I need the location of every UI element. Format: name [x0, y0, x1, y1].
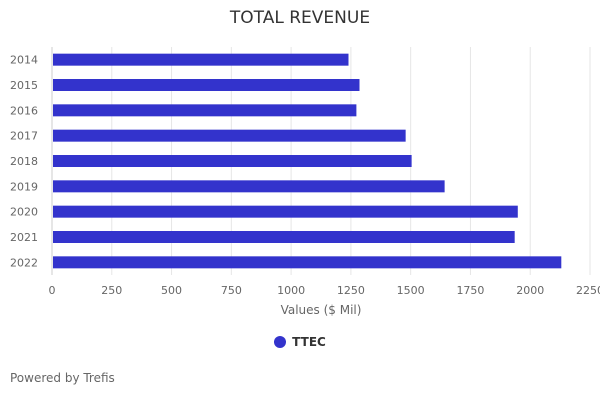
y-tick-label: 2017	[10, 130, 38, 143]
y-tick-label: 2021	[10, 231, 38, 244]
y-tick-label: 2020	[10, 206, 38, 219]
bar-2021	[53, 231, 515, 243]
x-tick-label: 0	[49, 284, 56, 297]
powered-by-credit[interactable]: Powered by Trefis	[10, 371, 115, 385]
bar-2016	[53, 104, 357, 117]
bar-2015	[53, 79, 360, 91]
x-tick-label: 500	[161, 284, 182, 297]
bar-2020	[53, 205, 518, 218]
y-tick-label: 2015	[10, 79, 38, 92]
x-axis-title: Values ($ Mil)	[281, 303, 362, 317]
x-tick-label: 2000	[516, 284, 544, 297]
y-tick-label: 2016	[10, 104, 38, 117]
legend-label-ttec: TTEC	[292, 335, 326, 349]
legend-marker-ttec	[274, 336, 287, 348]
x-tick-label: 2250	[576, 284, 600, 297]
x-tick-label: 1000	[277, 284, 305, 297]
x-tick-label: 1250	[337, 284, 365, 297]
x-tick-label: 750	[221, 284, 242, 297]
y-tick-label: 2014	[10, 54, 38, 67]
bar-2014	[53, 53, 349, 66]
chart-title: TOTAL REVENUE	[229, 8, 371, 28]
bar-2017	[53, 129, 406, 142]
y-tick-label: 2022	[10, 256, 38, 269]
bar-2019	[53, 180, 445, 193]
legend[interactable]: TTEC	[0, 335, 600, 349]
bar-2018	[53, 155, 412, 167]
y-tick-label: 2018	[10, 155, 38, 168]
x-tick-label: 250	[101, 284, 122, 297]
y-tick-label: 2019	[10, 180, 38, 193]
x-tick-label: 1750	[456, 284, 484, 297]
x-tick-label: 1500	[397, 284, 425, 297]
bar-2022	[53, 256, 562, 269]
